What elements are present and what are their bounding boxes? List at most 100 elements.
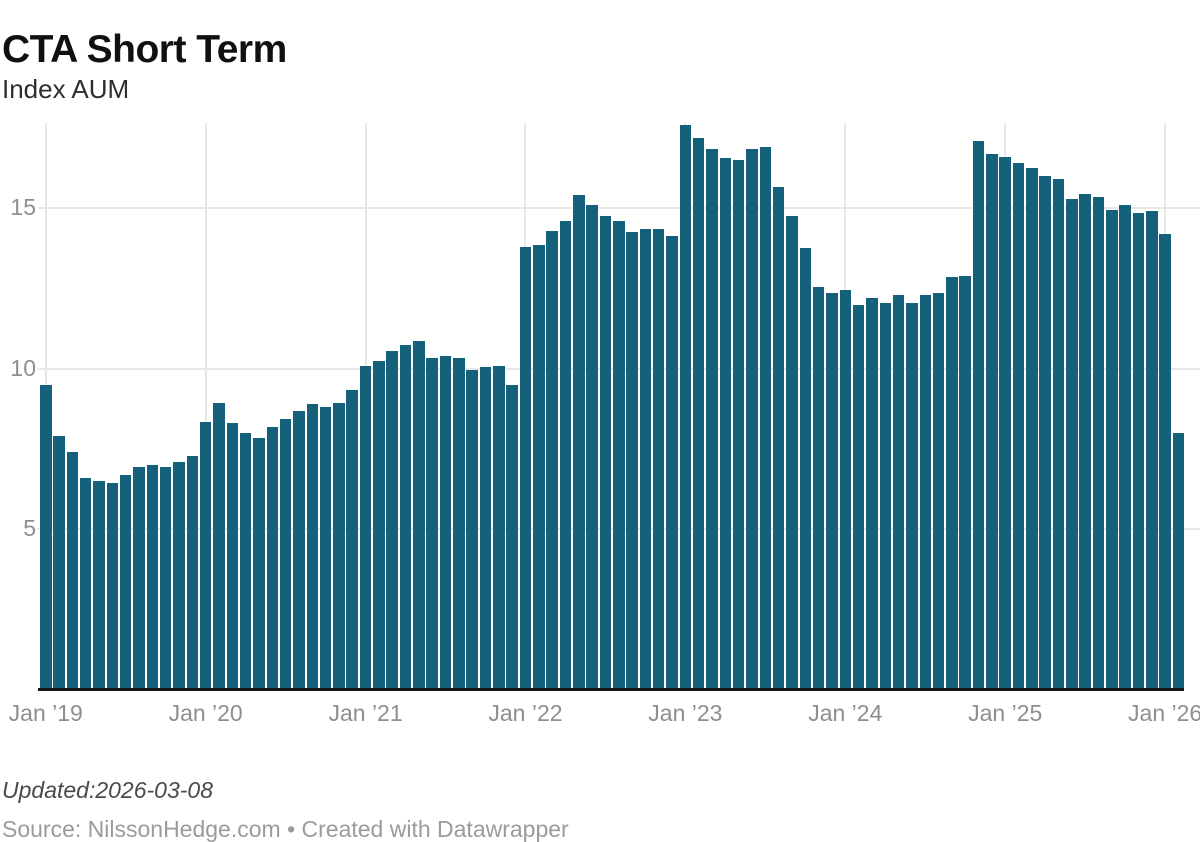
- bar[interactable]: [1132, 213, 1145, 690]
- bar[interactable]: [826, 293, 838, 690]
- bar[interactable]: [533, 245, 545, 690]
- bar[interactable]: [626, 232, 638, 690]
- bar[interactable]: [1119, 204, 1131, 690]
- y-gridline: [38, 207, 1200, 210]
- bar[interactable]: [1092, 196, 1105, 690]
- x-gridline: [204, 123, 207, 690]
- bar[interactable]: [40, 384, 52, 690]
- bar[interactable]: [66, 452, 79, 690]
- bar[interactable]: [679, 124, 692, 690]
- bar[interactable]: [199, 421, 212, 690]
- bar[interactable]: [1172, 433, 1185, 690]
- bar[interactable]: [386, 351, 398, 690]
- bar[interactable]: [266, 426, 279, 690]
- bar[interactable]: [426, 357, 438, 690]
- bar[interactable]: [1079, 193, 1091, 690]
- bar[interactable]: [279, 418, 292, 690]
- bar[interactable]: [919, 294, 932, 690]
- x-tick-label: Jan ’22: [488, 700, 563, 726]
- x-tick-label: Jan ’25: [968, 700, 1043, 726]
- x-axis-baseline: [38, 688, 1184, 691]
- bar[interactable]: [319, 407, 332, 690]
- bar[interactable]: [1066, 198, 1078, 690]
- bar[interactable]: [439, 355, 452, 690]
- bar[interactable]: [559, 221, 572, 690]
- bar[interactable]: [759, 147, 772, 690]
- bar[interactable]: [932, 293, 945, 690]
- bar[interactable]: [186, 455, 199, 690]
- bar[interactable]: [706, 148, 718, 690]
- bar[interactable]: [453, 357, 465, 690]
- bar[interactable]: [639, 229, 652, 690]
- bar[interactable]: [346, 389, 358, 690]
- bar[interactable]: [293, 410, 305, 690]
- bar[interactable]: [692, 137, 705, 690]
- bar[interactable]: [253, 437, 265, 690]
- y-tick-label: 10: [10, 354, 36, 381]
- chart-subtitle: Index AUM: [2, 74, 130, 104]
- x-tick-label: Jan ’20: [168, 700, 243, 726]
- bar[interactable]: [866, 298, 878, 690]
- bar[interactable]: [493, 365, 505, 690]
- bar[interactable]: [999, 156, 1011, 690]
- bar[interactable]: [852, 304, 865, 690]
- bar[interactable]: [573, 195, 585, 690]
- bar[interactable]: [879, 302, 892, 690]
- bar[interactable]: [732, 160, 745, 690]
- bar[interactable]: [119, 474, 132, 690]
- bar[interactable]: [959, 275, 971, 690]
- bar[interactable]: [812, 286, 825, 690]
- bar[interactable]: [399, 344, 412, 690]
- bar[interactable]: [53, 436, 65, 690]
- bar[interactable]: [1012, 163, 1025, 690]
- bar[interactable]: [772, 187, 785, 690]
- bar[interactable]: [719, 158, 732, 690]
- bar[interactable]: [986, 153, 998, 690]
- bar[interactable]: [799, 248, 812, 690]
- bar[interactable]: [652, 229, 665, 690]
- bar[interactable]: [613, 221, 625, 690]
- bar[interactable]: [79, 478, 92, 690]
- bar[interactable]: [106, 482, 119, 690]
- bar[interactable]: [1026, 168, 1038, 690]
- bar[interactable]: [892, 294, 905, 690]
- x-tick-label: Jan ’23: [648, 700, 723, 726]
- bar[interactable]: [506, 384, 518, 690]
- bar[interactable]: [906, 302, 918, 690]
- bar[interactable]: [1039, 176, 1051, 690]
- bar[interactable]: [786, 216, 798, 690]
- bar[interactable]: [546, 230, 558, 690]
- bar[interactable]: [839, 290, 852, 690]
- bar[interactable]: [306, 404, 319, 690]
- bar[interactable]: [972, 140, 985, 690]
- bar[interactable]: [226, 423, 239, 690]
- bar[interactable]: [213, 402, 225, 690]
- bar[interactable]: [1052, 179, 1065, 690]
- bar[interactable]: [519, 246, 532, 690]
- bar[interactable]: [159, 466, 172, 690]
- bar[interactable]: [373, 360, 385, 690]
- bar[interactable]: [466, 370, 478, 690]
- bar[interactable]: [359, 365, 372, 690]
- bar[interactable]: [1159, 233, 1171, 690]
- x-tick-label: Jan ’21: [328, 700, 403, 726]
- bar[interactable]: [146, 465, 159, 690]
- bar[interactable]: [333, 402, 345, 690]
- bar[interactable]: [1146, 211, 1158, 690]
- y-tick-label: 5: [23, 515, 36, 542]
- bar[interactable]: [173, 461, 185, 690]
- bar[interactable]: [599, 216, 612, 690]
- bar[interactable]: [93, 481, 105, 690]
- bar[interactable]: [133, 466, 145, 690]
- bar[interactable]: [666, 235, 678, 690]
- bar[interactable]: [479, 367, 492, 690]
- bar[interactable]: [946, 277, 958, 690]
- bar[interactable]: [239, 433, 252, 690]
- bar[interactable]: [1106, 209, 1118, 690]
- chart-title: CTA Short Term: [2, 28, 287, 72]
- x-tick-label: Jan ’24: [808, 700, 883, 726]
- bar[interactable]: [586, 204, 598, 690]
- bar[interactable]: [413, 341, 425, 690]
- bar[interactable]: [746, 148, 758, 690]
